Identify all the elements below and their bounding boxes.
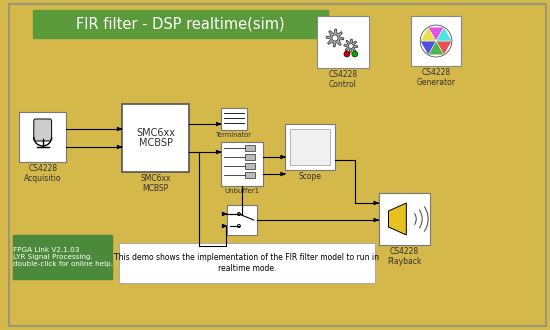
Bar: [317, 16, 368, 68]
Text: Scope: Scope: [299, 172, 322, 181]
Text: CS4228
Generator: CS4228 Generator: [416, 68, 455, 87]
Bar: [221, 142, 263, 186]
Bar: [122, 104, 189, 172]
Polygon shape: [344, 39, 358, 53]
Polygon shape: [326, 29, 344, 47]
Bar: [221, 108, 247, 130]
Bar: [378, 193, 430, 245]
FancyBboxPatch shape: [34, 119, 52, 141]
Circle shape: [349, 44, 353, 49]
Bar: [33, 10, 328, 38]
Polygon shape: [420, 41, 436, 55]
Text: SMC6xx
MCBSP: SMC6xx MCBSP: [140, 174, 171, 193]
Text: This demo shows the implementation of the FIR filter model to run in
realtime mo: This demo shows the implementation of th…: [114, 253, 379, 273]
Bar: [13, 235, 112, 279]
Bar: [227, 205, 257, 235]
Bar: [245, 172, 255, 178]
Bar: [119, 243, 375, 283]
Bar: [290, 129, 330, 165]
Polygon shape: [436, 41, 452, 55]
Polygon shape: [388, 203, 406, 235]
Text: CS4228
Playback: CS4228 Playback: [387, 247, 421, 266]
Polygon shape: [428, 41, 444, 55]
Bar: [245, 163, 255, 169]
Bar: [245, 145, 255, 151]
Text: FIR filter - DSP realtime(sim): FIR filter - DSP realtime(sim): [76, 16, 285, 31]
Bar: [285, 124, 335, 170]
Bar: [245, 154, 255, 160]
Polygon shape: [420, 27, 436, 41]
Polygon shape: [428, 27, 444, 41]
Text: SMC6xx: SMC6xx: [136, 128, 175, 138]
Circle shape: [344, 51, 350, 57]
Text: Terminator: Terminator: [216, 132, 252, 138]
Circle shape: [352, 51, 358, 57]
Text: CS4228
Control: CS4228 Control: [328, 70, 358, 89]
Text: FPGA Link V2.1.03
LYR Signal Processing.
double-click for online help.: FPGA Link V2.1.03 LYR Signal Processing.…: [13, 247, 113, 267]
Bar: [411, 16, 461, 66]
Polygon shape: [436, 27, 452, 41]
Text: CS4228
Acquisitio: CS4228 Acquisitio: [24, 164, 62, 183]
Text: Unbuffer1: Unbuffer1: [224, 188, 260, 194]
Bar: [19, 112, 67, 162]
Circle shape: [332, 35, 338, 41]
Text: MCBSP: MCBSP: [139, 138, 173, 148]
